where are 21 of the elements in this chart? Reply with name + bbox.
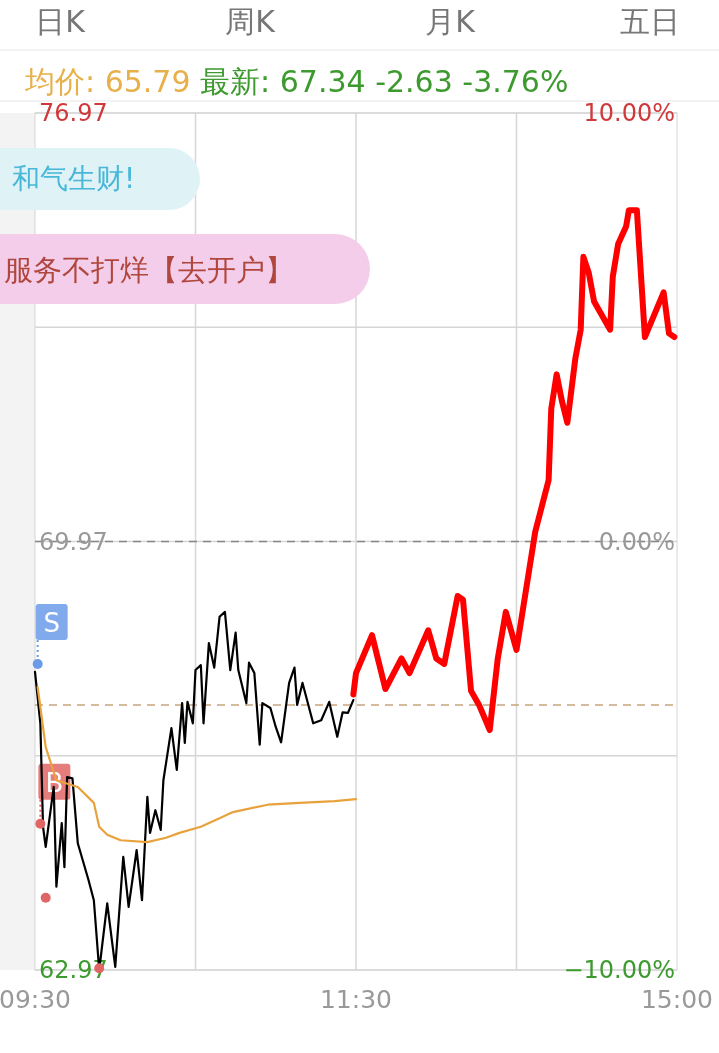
- y2-tick-label: 10.00%: [583, 99, 675, 127]
- text: 周K: [225, 4, 277, 39]
- annotation: S: [43, 607, 60, 638]
- y2-tick-label: −10.00%: [563, 956, 675, 984]
- x-tick-label: 15:00: [640, 985, 714, 1014]
- annotation: 和气生财!: [12, 162, 136, 195]
- chart-subtitle: 最新: 67.34 -2.63 -3.76%: [200, 64, 569, 99]
- annotation: 服务不打烊【去开户】: [4, 253, 294, 287]
- chart-title: 均价: 65.79: [24, 64, 201, 99]
- y-tick-label: 69.97: [39, 527, 108, 556]
- text: 月K: [425, 4, 477, 39]
- y-tick-label: 76.97: [39, 99, 108, 127]
- text: 五日: [620, 4, 680, 39]
- y2-tick-label: 0.00%: [598, 527, 675, 556]
- x-tick-label: 11:30: [319, 985, 393, 1014]
- point: [35, 818, 46, 829]
- point: [32, 658, 43, 669]
- text: 日K: [35, 4, 87, 39]
- point: [40, 892, 51, 903]
- x-tick-label: 09:30: [0, 985, 72, 1014]
- line-series: [36, 686, 358, 844]
